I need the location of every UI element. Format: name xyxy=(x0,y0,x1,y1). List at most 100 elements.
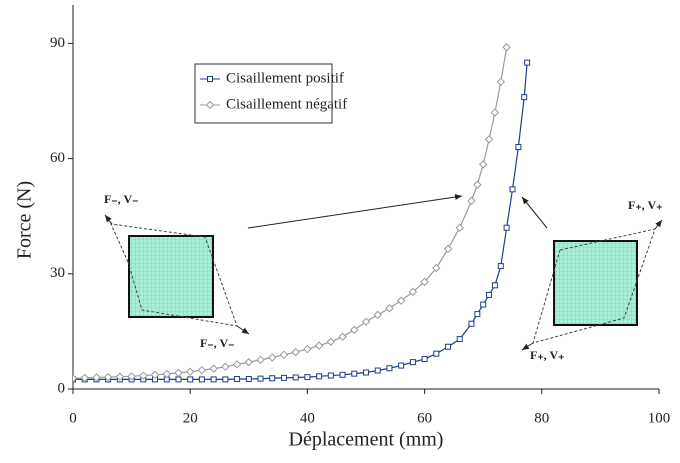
marker-diamond xyxy=(455,223,464,232)
marker-square xyxy=(433,350,440,357)
x-axis-title: Déplacement (mm) xyxy=(289,429,444,451)
marker-diamond xyxy=(197,365,207,375)
marker-diamond xyxy=(115,372,125,381)
marker-diamond xyxy=(139,371,148,380)
marker-diamond xyxy=(432,263,441,273)
marker-diamond xyxy=(420,277,429,287)
marker-square xyxy=(187,376,194,383)
y-tick-label: 0 xyxy=(58,380,66,396)
marker-diamond xyxy=(232,360,242,369)
marker-diamond xyxy=(473,180,482,189)
marker-diamond xyxy=(209,364,218,373)
marker-diamond xyxy=(279,350,289,360)
marker-square xyxy=(304,374,311,381)
marker-diamond xyxy=(350,325,359,335)
plot-area xyxy=(73,43,531,383)
pointer-arrow xyxy=(247,194,463,229)
y-tick-label: 60 xyxy=(50,150,65,166)
marker-square xyxy=(339,371,346,378)
marker-diamond xyxy=(373,310,382,320)
marker-diamond xyxy=(478,160,488,169)
inset-left: F₋, V₋ F₋, V₋ xyxy=(104,192,250,350)
marker-square xyxy=(222,376,229,383)
marker-diamond xyxy=(221,362,230,371)
marker-square xyxy=(175,376,182,383)
marker-square xyxy=(503,224,510,231)
marker-square xyxy=(497,263,504,270)
y-tick-label: 30 xyxy=(50,265,65,281)
marker-diamond xyxy=(244,357,254,367)
marker-square xyxy=(198,376,205,383)
marker-diamond xyxy=(256,355,265,365)
marker-square xyxy=(480,301,487,308)
marker-diamond xyxy=(92,373,101,382)
legend-box xyxy=(194,63,333,124)
x-tick-label: 20 xyxy=(183,410,198,426)
marker-square xyxy=(474,311,481,318)
marker-diamond xyxy=(338,332,347,341)
marker-diamond xyxy=(326,337,336,346)
marker-diamond xyxy=(484,135,494,144)
inset-right: F₊, V₊ F₊, V₊ xyxy=(521,198,662,362)
marker-square xyxy=(521,94,528,101)
marker-diamond xyxy=(127,372,136,381)
marker-square xyxy=(280,374,287,381)
marker-square xyxy=(292,374,299,381)
marker-diamond xyxy=(291,347,300,357)
marker-diamond xyxy=(467,196,476,206)
marker-square xyxy=(486,291,493,298)
x-tick-label: 100 xyxy=(648,410,671,426)
marker-square xyxy=(316,373,323,380)
marker-square xyxy=(386,365,393,372)
marker-square xyxy=(445,343,452,350)
marker-square xyxy=(351,370,358,377)
marker-diamond xyxy=(502,43,511,52)
marker-square xyxy=(210,376,217,383)
marker-square xyxy=(257,375,264,382)
marker-square xyxy=(491,282,498,289)
marker-diamond xyxy=(205,100,215,110)
marker-square xyxy=(327,372,334,379)
marker-diamond xyxy=(396,296,406,305)
legend-label: Cisaillement négatif xyxy=(226,96,347,112)
marker-diamond xyxy=(80,373,89,383)
marker-diamond xyxy=(303,344,312,354)
marker-diamond xyxy=(314,341,324,350)
annotation: F₊, V₊ xyxy=(530,348,564,362)
marker-square xyxy=(409,359,416,366)
x-tick-label: 0 xyxy=(69,410,77,426)
marker-diamond xyxy=(496,77,505,87)
y-tick-label: 90 xyxy=(50,35,65,51)
marker-diamond xyxy=(443,244,453,254)
marker-diamond xyxy=(361,317,371,327)
marker-square xyxy=(468,320,475,327)
y-axis-title: Force (N) xyxy=(14,181,36,259)
marker-diamond xyxy=(490,108,500,117)
marker-square xyxy=(421,356,428,363)
marker-square xyxy=(515,144,522,151)
marker-square xyxy=(374,367,381,374)
marker-diamond xyxy=(103,372,113,382)
marker-square xyxy=(245,376,252,383)
x-tick-label: 40 xyxy=(300,410,315,426)
marker-square xyxy=(524,59,531,66)
marker-diamond xyxy=(150,370,160,379)
marker-diamond xyxy=(385,304,394,313)
annotation: F₋, V₋ xyxy=(200,336,234,350)
x-tick-label: 60 xyxy=(417,410,432,426)
marker-diamond xyxy=(174,368,183,378)
marker-square xyxy=(363,369,369,376)
marker-diamond xyxy=(185,367,195,376)
annotation: F₋, V₋ xyxy=(104,192,138,206)
marker-square xyxy=(398,362,405,369)
marker-diamond xyxy=(162,369,171,379)
marker-diamond xyxy=(268,353,277,362)
marker-square xyxy=(234,376,241,383)
marker-square xyxy=(269,375,276,382)
legend-label: Cisaillement positif xyxy=(226,70,344,86)
annotation: F₊, V₊ xyxy=(628,198,662,212)
marker-diamond xyxy=(73,374,78,383)
x-tick-label: 80 xyxy=(534,410,549,426)
marker-diamond xyxy=(408,287,418,297)
